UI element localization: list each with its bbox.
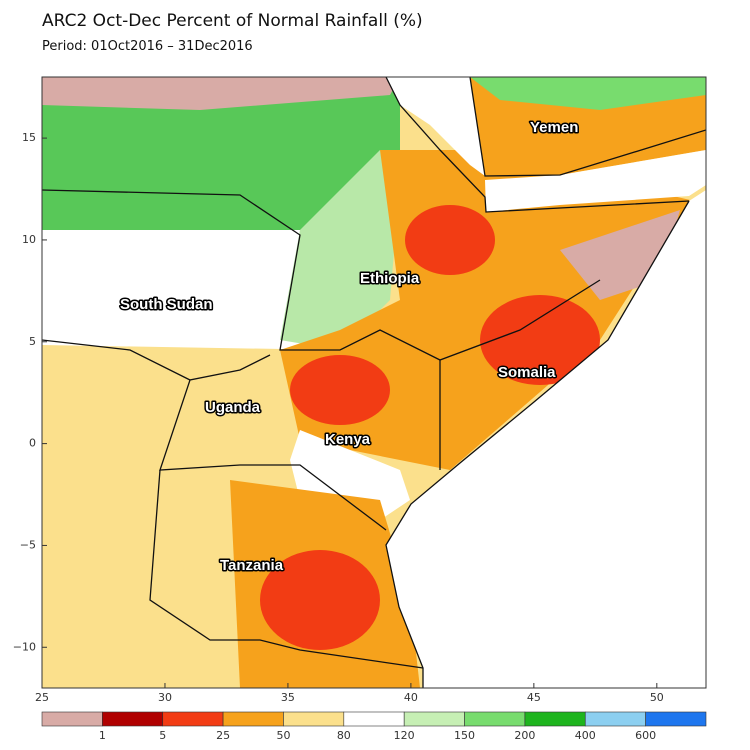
- x-tick-label: 35: [281, 691, 295, 704]
- colorbar-swatch: [403, 711, 465, 727]
- subtitle: Period: 01Oct2016 – 31Dec2016: [42, 39, 253, 54]
- y-tick-label: 5: [29, 335, 36, 348]
- colorbar-swatch: [524, 711, 586, 727]
- colorbar-label: 200: [514, 729, 535, 742]
- colorbar-swatch: [645, 711, 707, 727]
- colorbar-swatch: [102, 711, 164, 727]
- country-label: Kenya: [325, 431, 371, 448]
- border: [149, 469, 424, 669]
- colorbar-label: 80: [337, 729, 351, 742]
- x-tick-label: 25: [35, 691, 49, 704]
- y-tick-label: −10: [13, 640, 36, 653]
- x-tick-label: 30: [158, 691, 172, 704]
- map-region: [260, 550, 380, 650]
- map-region: [42, 77, 400, 235]
- x-tick-label: 50: [650, 691, 664, 704]
- y-tick-label: 15: [22, 131, 36, 144]
- country-label: Somalia: [498, 364, 556, 381]
- border: [42, 189, 601, 361]
- country-label: Uganda: [205, 399, 261, 416]
- colorbar-label: 150: [454, 729, 475, 742]
- map-region: [480, 295, 600, 385]
- map-region: [42, 77, 400, 110]
- map-region: [405, 205, 495, 275]
- red-sea: [386, 77, 485, 176]
- country-label: South Sudan: [120, 296, 213, 313]
- colorbar-swatch: [464, 711, 526, 727]
- map-region: [42, 340, 340, 470]
- coastline: [385, 77, 690, 213]
- map-region: [470, 77, 706, 110]
- map: Yemen Ethiopia South Sudan Somalia Ugand…: [42, 77, 706, 688]
- country-label: Tanzania: [220, 557, 284, 574]
- colorbar-label: 1: [99, 729, 106, 742]
- colorbar-swatch: [162, 711, 224, 727]
- colorbar-label: 50: [276, 729, 290, 742]
- coastline: [469, 77, 706, 177]
- colorbar-label: 5: [159, 729, 166, 742]
- x-tick-label: 40: [404, 691, 418, 704]
- map-region: [290, 355, 390, 425]
- country-label: Yemen: [530, 119, 578, 136]
- colorbar-swatch: [343, 711, 405, 727]
- colorbar-label: 600: [635, 729, 656, 742]
- y-tick-label: 0: [29, 437, 36, 450]
- gulf-of-aden: [485, 150, 706, 212]
- coastline: [385, 200, 690, 688]
- colorbar-label: 400: [575, 729, 596, 742]
- y-tick-label: 10: [22, 233, 36, 246]
- ocean: [386, 190, 706, 688]
- colorbar-swatch: [283, 711, 345, 727]
- y-tick-label: −5: [20, 538, 36, 551]
- colorbar-swatch: [41, 711, 103, 727]
- colorbar-label: 25: [216, 729, 230, 742]
- title: ARC2 Oct-Dec Percent of Normal Rainfall …: [42, 11, 423, 31]
- colorbar-swatch: [584, 711, 646, 727]
- map-frame: [41, 76, 707, 689]
- map-region: [280, 150, 400, 350]
- x-tick-label: 45: [527, 691, 541, 704]
- colorbar-swatch: [222, 711, 284, 727]
- country-label: Ethiopia: [360, 270, 420, 287]
- colorbar-label: 120: [394, 729, 415, 742]
- border: [42, 339, 191, 381]
